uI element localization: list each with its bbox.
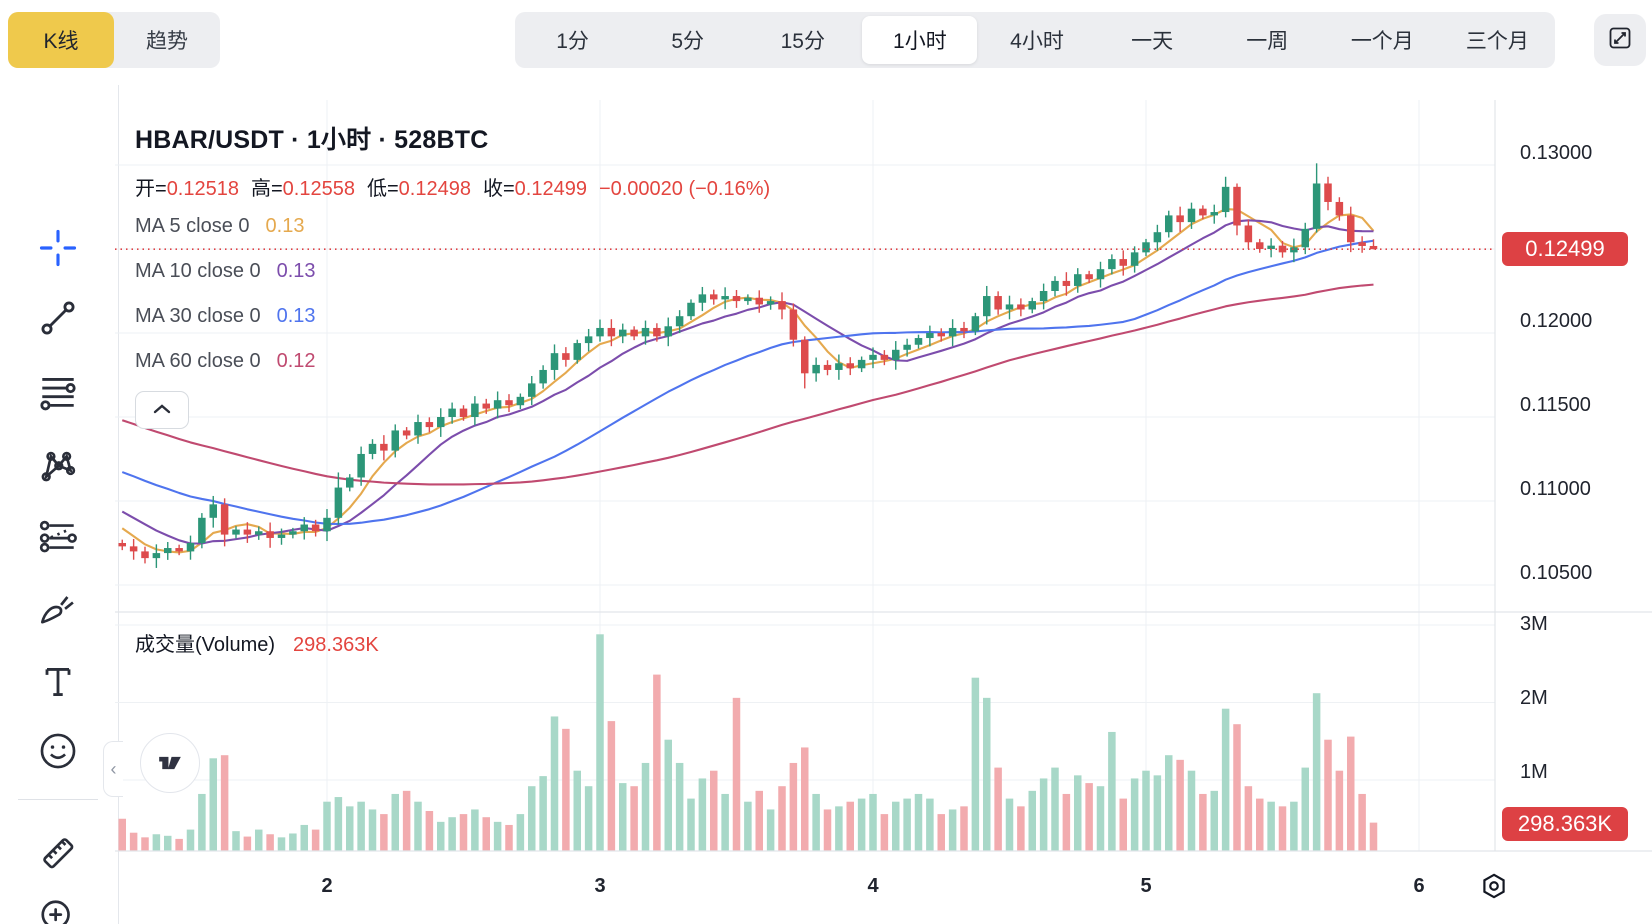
price-axis[interactable]: 0.13000 0.12000 0.11500 0.11000 0.10500 … [1495, 100, 1652, 851]
tab-1month[interactable]: 一个月 [1350, 30, 1414, 53]
zoom-in-icon[interactable] [34, 893, 82, 924]
crosshair-icon[interactable] [34, 224, 82, 272]
ma10-row: MA 10 close 0 0.13 [135, 260, 316, 282]
time-tick: 4 [867, 875, 879, 897]
volume-value: 298.363K [293, 634, 379, 656]
chart-type-toggle: K线 趋势 [8, 12, 220, 68]
trend-line-icon[interactable] [34, 294, 82, 342]
fullscreen-icon [1606, 24, 1634, 57]
price-tick: 0.10500 [1520, 562, 1593, 584]
axis-settings-button[interactable] [1475, 869, 1513, 907]
forecast-icon[interactable] [34, 511, 82, 559]
low-label: 低= [366, 178, 399, 200]
close-value: 0.12499 [514, 178, 587, 200]
tab-1min[interactable]: 1分 [556, 30, 589, 53]
last-price-badge: 0.12499 [1502, 232, 1628, 267]
price-tick: 0.11000 [1520, 478, 1591, 500]
open-label: 开= [135, 178, 167, 200]
tab-15min[interactable]: 15分 [780, 30, 825, 53]
ruler-icon[interactable] [34, 829, 82, 877]
volume-tick: 3M [1520, 613, 1548, 635]
change-value: −0.00020 (−0.16%) [598, 178, 771, 200]
time-tick: 5 [1140, 875, 1152, 897]
brush-icon[interactable] [34, 584, 82, 632]
tab-1week[interactable]: 一周 [1246, 30, 1289, 53]
drawing-toolbar [0, 85, 119, 924]
tab-1hour[interactable]: 1小时 [862, 16, 978, 64]
volume-badge: 298.363K [1502, 806, 1628, 841]
volume-legend: 成交量(Volume) 298.363K [135, 628, 379, 657]
high-label: 高= [250, 178, 283, 200]
price-tick: 0.13000 [1520, 142, 1593, 164]
ma10-value: 0.13 [276, 260, 316, 282]
price-tick: 0.11500 [1520, 394, 1591, 416]
time-tick: 6 [1413, 875, 1425, 897]
low-value: 0.12498 [398, 178, 471, 200]
tab-5min[interactable]: 5分 [671, 30, 704, 53]
gear-icon [1477, 869, 1511, 908]
ma30-row: MA 30 close 0 0.13 [135, 305, 316, 327]
time-tick: 3 [594, 875, 606, 897]
chevron-left-icon: ‹ [110, 758, 117, 779]
ohlc-readout: 开=0.12518 高=0.12558 低=0.12498 收=0.12499 −0.0… [135, 172, 770, 201]
ma30-value: 0.13 [276, 305, 316, 327]
tradingview-logo[interactable] [140, 733, 200, 793]
kline-toggle-button[interactable]: K线 [8, 12, 114, 68]
emoji-icon[interactable] [34, 727, 82, 775]
chart-legend: HBAR/USDT · 1小时 · 528BTC 开=0.12518 高=0.12… [135, 120, 770, 429]
price-tick: 0.12000 [1520, 310, 1593, 332]
chevron-up-icon [153, 401, 171, 419]
xabcd-pattern-icon[interactable] [34, 441, 82, 489]
high-value: 0.12558 [282, 178, 355, 200]
trend-toggle-button[interactable]: 趋势 [146, 30, 188, 53]
open-value: 0.12518 [166, 178, 239, 200]
volume-tick: 2M [1520, 687, 1548, 709]
volume-tick: 1M [1520, 761, 1548, 783]
ma60-row: MA 60 close 0 0.12 [135, 350, 316, 372]
time-axis[interactable]: 2 3 4 5 6 [115, 851, 1652, 924]
timeframe-tabs: 1分 5分 15分 1小时 4小时 一天 一周 一个月 三个月 [515, 12, 1555, 68]
ma60-value: 0.12 [276, 350, 316, 372]
ma5-value: 0.13 [265, 215, 305, 237]
tab-1day[interactable]: 一天 [1131, 30, 1174, 53]
time-tick: 2 [321, 875, 333, 897]
tab-4hour[interactable]: 4小时 [1010, 30, 1064, 53]
fib-retracement-icon[interactable] [34, 368, 82, 416]
fullscreen-button[interactable] [1594, 14, 1646, 66]
volume-label: 成交量(Volume) [135, 634, 276, 656]
collapse-legend-button[interactable] [135, 391, 189, 429]
text-icon[interactable] [34, 658, 82, 706]
symbol-title: HBAR/USDT · 1小时 · 528BTC [135, 126, 489, 154]
tab-3month[interactable]: 三个月 [1465, 30, 1529, 53]
toolbar-divider [18, 799, 98, 800]
collapse-toolbar-handle[interactable]: ‹ [103, 741, 123, 797]
close-label: 收= [482, 178, 515, 200]
ma5-row: MA 5 close 0 0.13 [135, 215, 305, 237]
